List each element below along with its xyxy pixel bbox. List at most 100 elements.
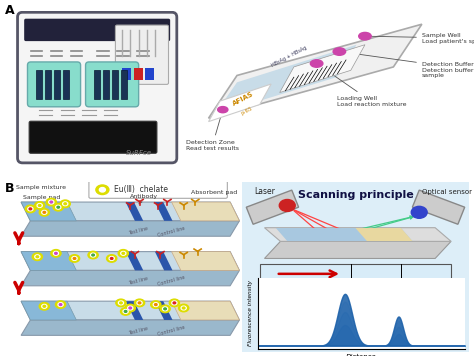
Polygon shape xyxy=(21,271,239,286)
Polygon shape xyxy=(155,202,173,221)
Circle shape xyxy=(118,301,124,305)
Circle shape xyxy=(155,304,157,305)
Bar xyxy=(112,70,118,99)
Circle shape xyxy=(58,303,63,307)
Circle shape xyxy=(179,304,189,312)
Circle shape xyxy=(279,199,295,211)
Circle shape xyxy=(38,205,41,206)
Circle shape xyxy=(172,301,177,305)
Text: Detection Buffer Well
Detection buffer reacts with the
sample: Detection Buffer Well Detection buffer r… xyxy=(342,52,474,78)
Circle shape xyxy=(135,299,145,307)
Circle shape xyxy=(55,252,57,254)
Circle shape xyxy=(109,257,114,260)
Bar xyxy=(45,70,51,99)
Circle shape xyxy=(138,302,141,304)
Circle shape xyxy=(46,198,56,206)
Circle shape xyxy=(73,257,76,260)
FancyBboxPatch shape xyxy=(85,62,138,107)
Bar xyxy=(63,70,69,99)
Circle shape xyxy=(39,209,49,216)
Text: Test line: Test line xyxy=(128,276,148,286)
Circle shape xyxy=(164,308,166,310)
Circle shape xyxy=(50,201,53,203)
Circle shape xyxy=(43,211,46,213)
Polygon shape xyxy=(126,252,143,271)
Circle shape xyxy=(110,257,113,260)
Circle shape xyxy=(118,250,128,257)
FancyBboxPatch shape xyxy=(24,19,170,41)
Circle shape xyxy=(49,200,54,204)
Circle shape xyxy=(42,210,47,214)
Text: Scanning principle: Scanning principle xyxy=(298,190,413,200)
Text: Control line: Control line xyxy=(157,325,185,337)
Circle shape xyxy=(163,307,168,311)
Circle shape xyxy=(173,302,176,304)
Circle shape xyxy=(91,253,96,257)
Text: Optical sensor: Optical sensor xyxy=(421,189,472,194)
Circle shape xyxy=(36,256,38,258)
Text: AFIAS: AFIAS xyxy=(231,91,255,107)
Circle shape xyxy=(43,305,46,307)
Text: Eu(Ⅲ)  chelate: Eu(Ⅲ) chelate xyxy=(114,185,168,194)
Circle shape xyxy=(69,255,80,262)
Text: Test line: Test line xyxy=(363,283,389,288)
Polygon shape xyxy=(246,190,299,224)
Circle shape xyxy=(160,305,170,313)
Polygon shape xyxy=(126,301,143,320)
Text: Test line: Test line xyxy=(128,226,148,236)
Circle shape xyxy=(92,254,94,256)
Circle shape xyxy=(151,301,161,308)
Circle shape xyxy=(29,208,32,210)
Polygon shape xyxy=(126,202,143,221)
Circle shape xyxy=(123,310,128,313)
Circle shape xyxy=(54,251,58,255)
Circle shape xyxy=(359,32,371,40)
Circle shape xyxy=(100,188,105,192)
Polygon shape xyxy=(21,320,239,335)
Text: Laser: Laser xyxy=(254,187,275,195)
Bar xyxy=(103,70,109,99)
Circle shape xyxy=(182,307,185,309)
Polygon shape xyxy=(214,45,356,115)
Bar xyxy=(260,263,451,284)
Circle shape xyxy=(56,205,61,209)
Polygon shape xyxy=(172,202,239,221)
Circle shape xyxy=(55,301,66,308)
Text: Test line: Test line xyxy=(128,325,148,335)
X-axis label: Distance: Distance xyxy=(346,355,377,356)
Circle shape xyxy=(128,306,133,310)
Circle shape xyxy=(35,255,40,258)
Circle shape xyxy=(218,106,228,113)
Circle shape xyxy=(39,303,49,310)
FancyBboxPatch shape xyxy=(18,12,177,163)
Bar xyxy=(36,70,42,99)
FancyBboxPatch shape xyxy=(239,180,472,354)
Text: Sample Well
Load patient's specimen: Sample Well Load patient's specimen xyxy=(368,33,474,43)
Circle shape xyxy=(310,60,323,67)
Circle shape xyxy=(129,307,131,309)
Circle shape xyxy=(60,200,70,208)
Circle shape xyxy=(121,251,126,255)
Text: HBsAg + HBsAg: HBsAg + HBsAg xyxy=(271,45,308,68)
Circle shape xyxy=(25,205,36,213)
Polygon shape xyxy=(172,301,239,320)
Circle shape xyxy=(122,252,125,254)
Circle shape xyxy=(72,257,77,260)
Bar xyxy=(54,70,60,99)
Bar xyxy=(94,70,100,99)
Text: Control line: Control line xyxy=(157,225,185,237)
Circle shape xyxy=(120,302,122,304)
Circle shape xyxy=(124,310,127,312)
Circle shape xyxy=(63,202,68,206)
Circle shape xyxy=(35,202,45,209)
Polygon shape xyxy=(21,221,239,236)
Text: Absorbent pad: Absorbent pad xyxy=(191,189,237,194)
Circle shape xyxy=(53,203,64,211)
Polygon shape xyxy=(21,301,239,320)
Circle shape xyxy=(411,206,427,218)
Polygon shape xyxy=(21,252,239,271)
Polygon shape xyxy=(21,301,76,320)
Circle shape xyxy=(51,250,61,257)
Circle shape xyxy=(120,308,131,315)
FancyBboxPatch shape xyxy=(89,181,228,198)
